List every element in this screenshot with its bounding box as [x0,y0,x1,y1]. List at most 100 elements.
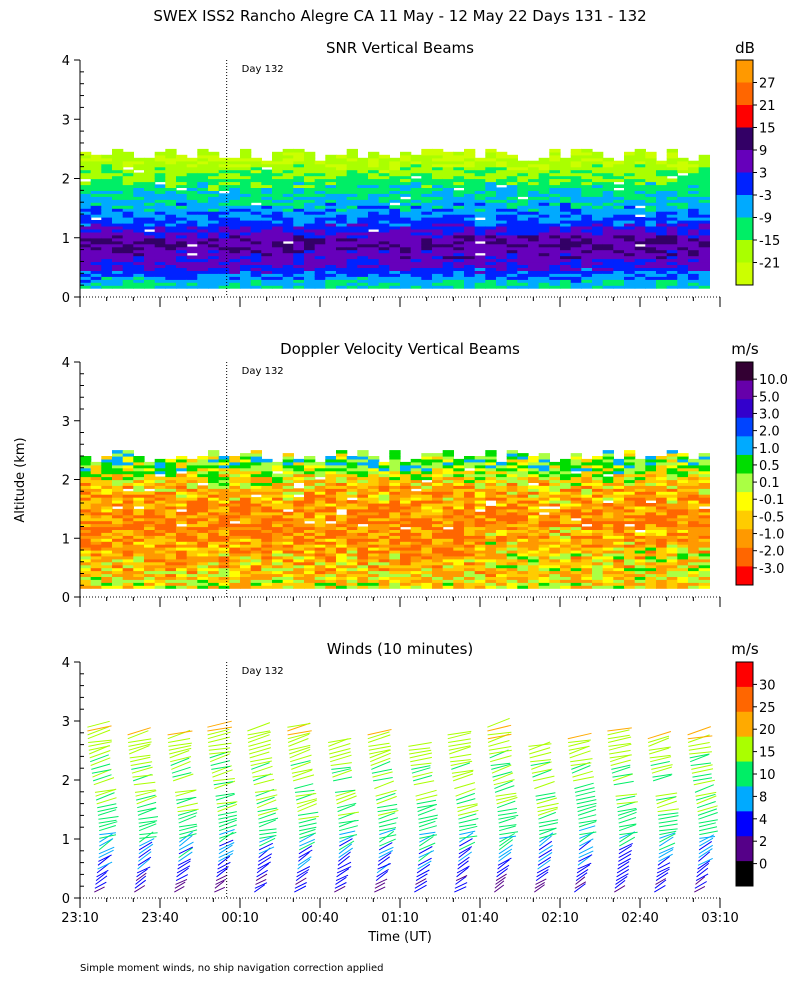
snr-cell [240,160,252,165]
doppler-cell [197,555,209,560]
snr-cell [421,276,433,280]
snr-cell [133,222,145,227]
doppler-cell [592,505,604,510]
snr-cell [485,187,497,191]
doppler-cell [560,570,572,575]
doppler-cell [218,561,230,566]
snr-cell [602,199,614,203]
snr-cell [570,267,582,271]
snr-cell [325,252,337,257]
snr-cell [432,208,444,212]
doppler-cell [517,526,529,530]
doppler-cell [613,461,625,466]
doppler-cell [197,573,209,577]
snr-cell [602,252,614,257]
doppler-cell [517,561,529,566]
doppler-cell [261,482,273,486]
snr-cell [453,178,465,183]
snr-cell [538,184,550,188]
doppler-cell [293,491,305,495]
snr-cell [634,222,646,227]
doppler-cell [538,461,550,466]
doppler-cell [186,479,198,483]
snr-cell [101,234,113,239]
snr-cell [80,205,92,209]
snr-cell [528,270,540,274]
doppler-cell [240,485,252,489]
snr-cell [229,211,241,215]
snr-cell [485,214,497,218]
doppler-cell [90,538,102,542]
snr-cell [677,217,689,221]
doppler-cell [250,461,262,466]
doppler-cell [218,485,230,489]
doppler-cell [410,585,422,589]
doppler-cell [570,585,582,589]
snr-cell [410,169,422,174]
snr-cell [464,172,476,177]
snr-cell [560,246,572,251]
doppler-cell [186,488,198,492]
doppler-cell [282,550,294,554]
doppler-cell [549,547,561,551]
doppler-cell [336,467,348,472]
snr-cell [506,270,518,274]
doppler-cell [272,503,284,507]
doppler-cell [464,505,476,510]
doppler-cell [101,523,113,528]
doppler-cell [208,558,220,563]
snr-cell [464,261,476,265]
doppler-cell [80,570,92,575]
doppler-cell [549,529,561,533]
doppler-cell [272,526,284,530]
snr-cell [229,225,241,230]
doppler-cell [528,497,540,501]
snr-cell [453,190,465,194]
doppler-cell [421,573,433,577]
snr-cell [293,181,305,186]
snr-cell [144,202,156,206]
snr-cell [250,169,262,174]
doppler-cell [144,570,156,575]
snr-cell [528,252,540,257]
snr-cell [304,208,316,212]
doppler-cell [336,538,348,542]
snr-cell [272,234,284,239]
doppler-cell [613,541,625,545]
doppler-cell [538,573,550,577]
doppler-cell [80,508,92,513]
snr-cell [80,214,92,218]
doppler-cell [304,561,316,566]
snr-cell [645,193,657,197]
snr-cell [272,267,284,271]
doppler-cell [389,529,401,533]
snr-cell [112,187,124,191]
doppler-cell [549,550,561,554]
doppler-cell [506,523,518,528]
doppler-cell [528,582,540,586]
doppler-cell [421,564,433,569]
snr-cell [560,190,572,194]
doppler-cell [528,514,540,519]
doppler-cell [101,491,113,495]
snr-cell [528,178,540,183]
doppler-cell [165,467,177,472]
snr-cell [304,193,316,197]
snr-cell [336,231,348,236]
snr-cell [133,237,145,242]
snr-cell [666,234,678,239]
snr-cell [688,225,700,230]
doppler-cell [581,570,593,575]
snr-cell [154,160,166,165]
doppler-cell [528,503,540,507]
snr-cell [218,184,230,188]
doppler-cell [421,464,433,469]
snr-cell [496,285,508,289]
snr-cell [250,276,262,280]
snr-cell [208,208,220,212]
doppler-cell [144,497,156,501]
snr-cell [549,193,561,197]
snr-cell [538,193,550,197]
doppler-cell [154,582,166,586]
snr-cell [677,228,689,233]
